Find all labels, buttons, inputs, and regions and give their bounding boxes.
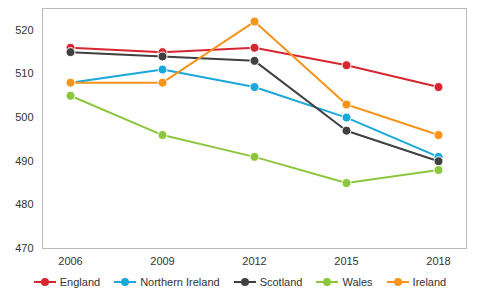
html-text:Northern Ireland: Northern Ireland <box>140 276 220 288</box>
html-text:Ireland: Ireland <box>412 276 447 288</box>
svg-text:510: 510 <box>15 67 33 79</box>
svg-text:500: 500 <box>15 111 33 123</box>
html-text:Wales: Wales <box>342 276 373 288</box>
svg-text:2009: 2009 <box>150 255 174 267</box>
svg-text:520: 520 <box>15 24 33 36</box>
svg-text:480: 480 <box>15 198 33 210</box>
html-text:England: England <box>59 276 101 288</box>
svg-text:2012: 2012 <box>242 255 266 267</box>
svg-text:2018: 2018 <box>426 255 450 267</box>
html-text:Scotland: Scotland <box>259 276 303 288</box>
svg-text:470: 470 <box>15 242 33 254</box>
svg-text:2006: 2006 <box>58 255 82 267</box>
svg-text:490: 490 <box>15 155 33 167</box>
svg-text:2015: 2015 <box>334 255 358 267</box>
